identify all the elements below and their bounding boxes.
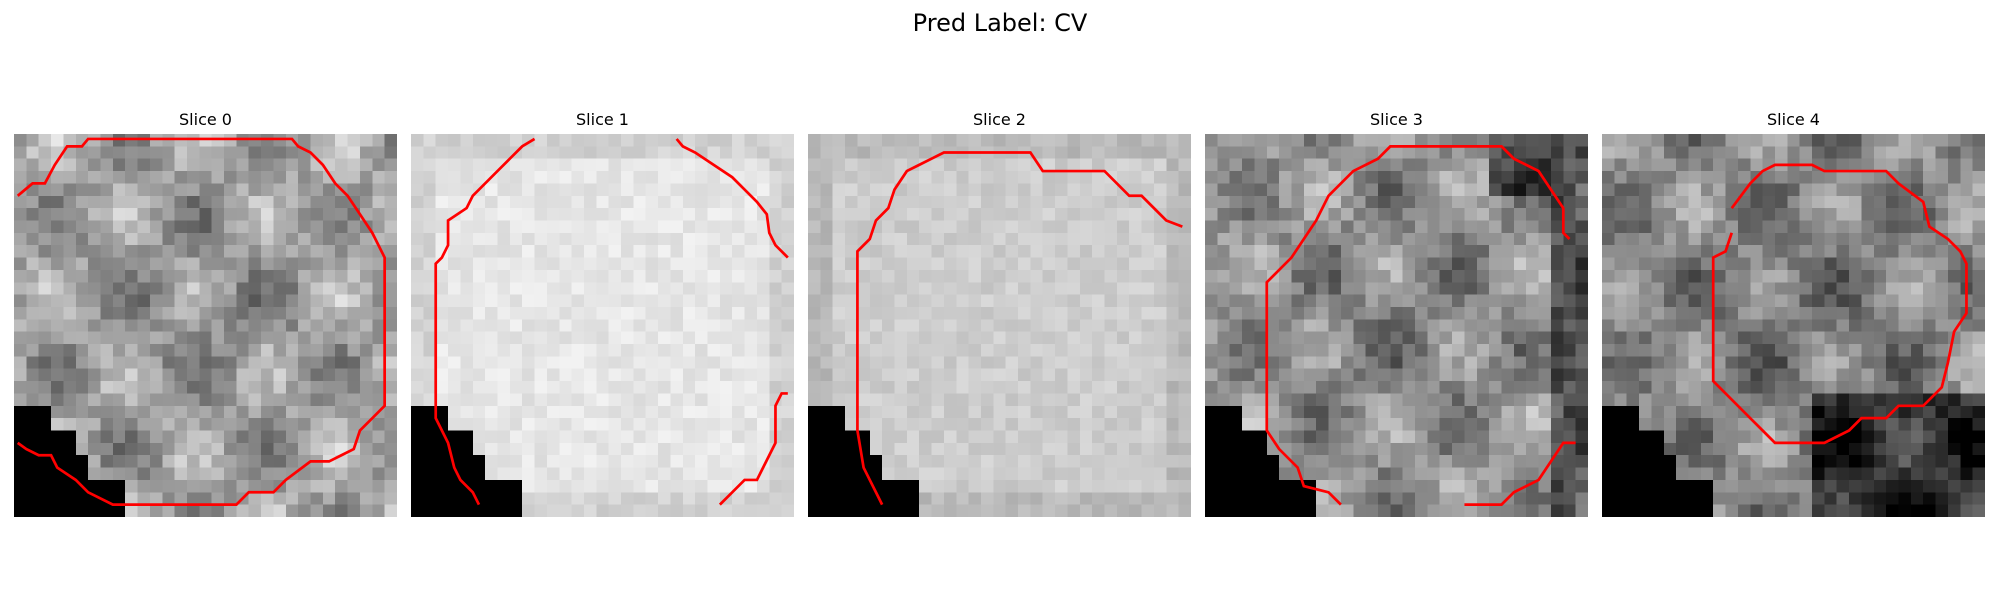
slice-3-image (1205, 134, 1588, 517)
slice-4-image (1602, 134, 1985, 517)
figure-title: Pred Label: CV (912, 9, 1088, 37)
slice-1-contour (434, 137, 789, 506)
slice-4-contour (1711, 163, 1968, 445)
slice-4-title: Slice 4 (1767, 110, 1820, 129)
slice-1-title: Slice 1 (576, 110, 629, 129)
slice-0-title: Slice 0 (179, 110, 232, 129)
slice-2-image (808, 134, 1191, 517)
slice-2-contour (856, 151, 1183, 506)
slice-3-title: Slice 3 (1370, 110, 1423, 129)
slice-3-contour (1265, 144, 1576, 507)
slice-1-image (411, 134, 794, 517)
slice-0-image (14, 134, 397, 517)
slice-2-title: Slice 2 (973, 110, 1026, 129)
slice-0-contour (16, 137, 387, 507)
